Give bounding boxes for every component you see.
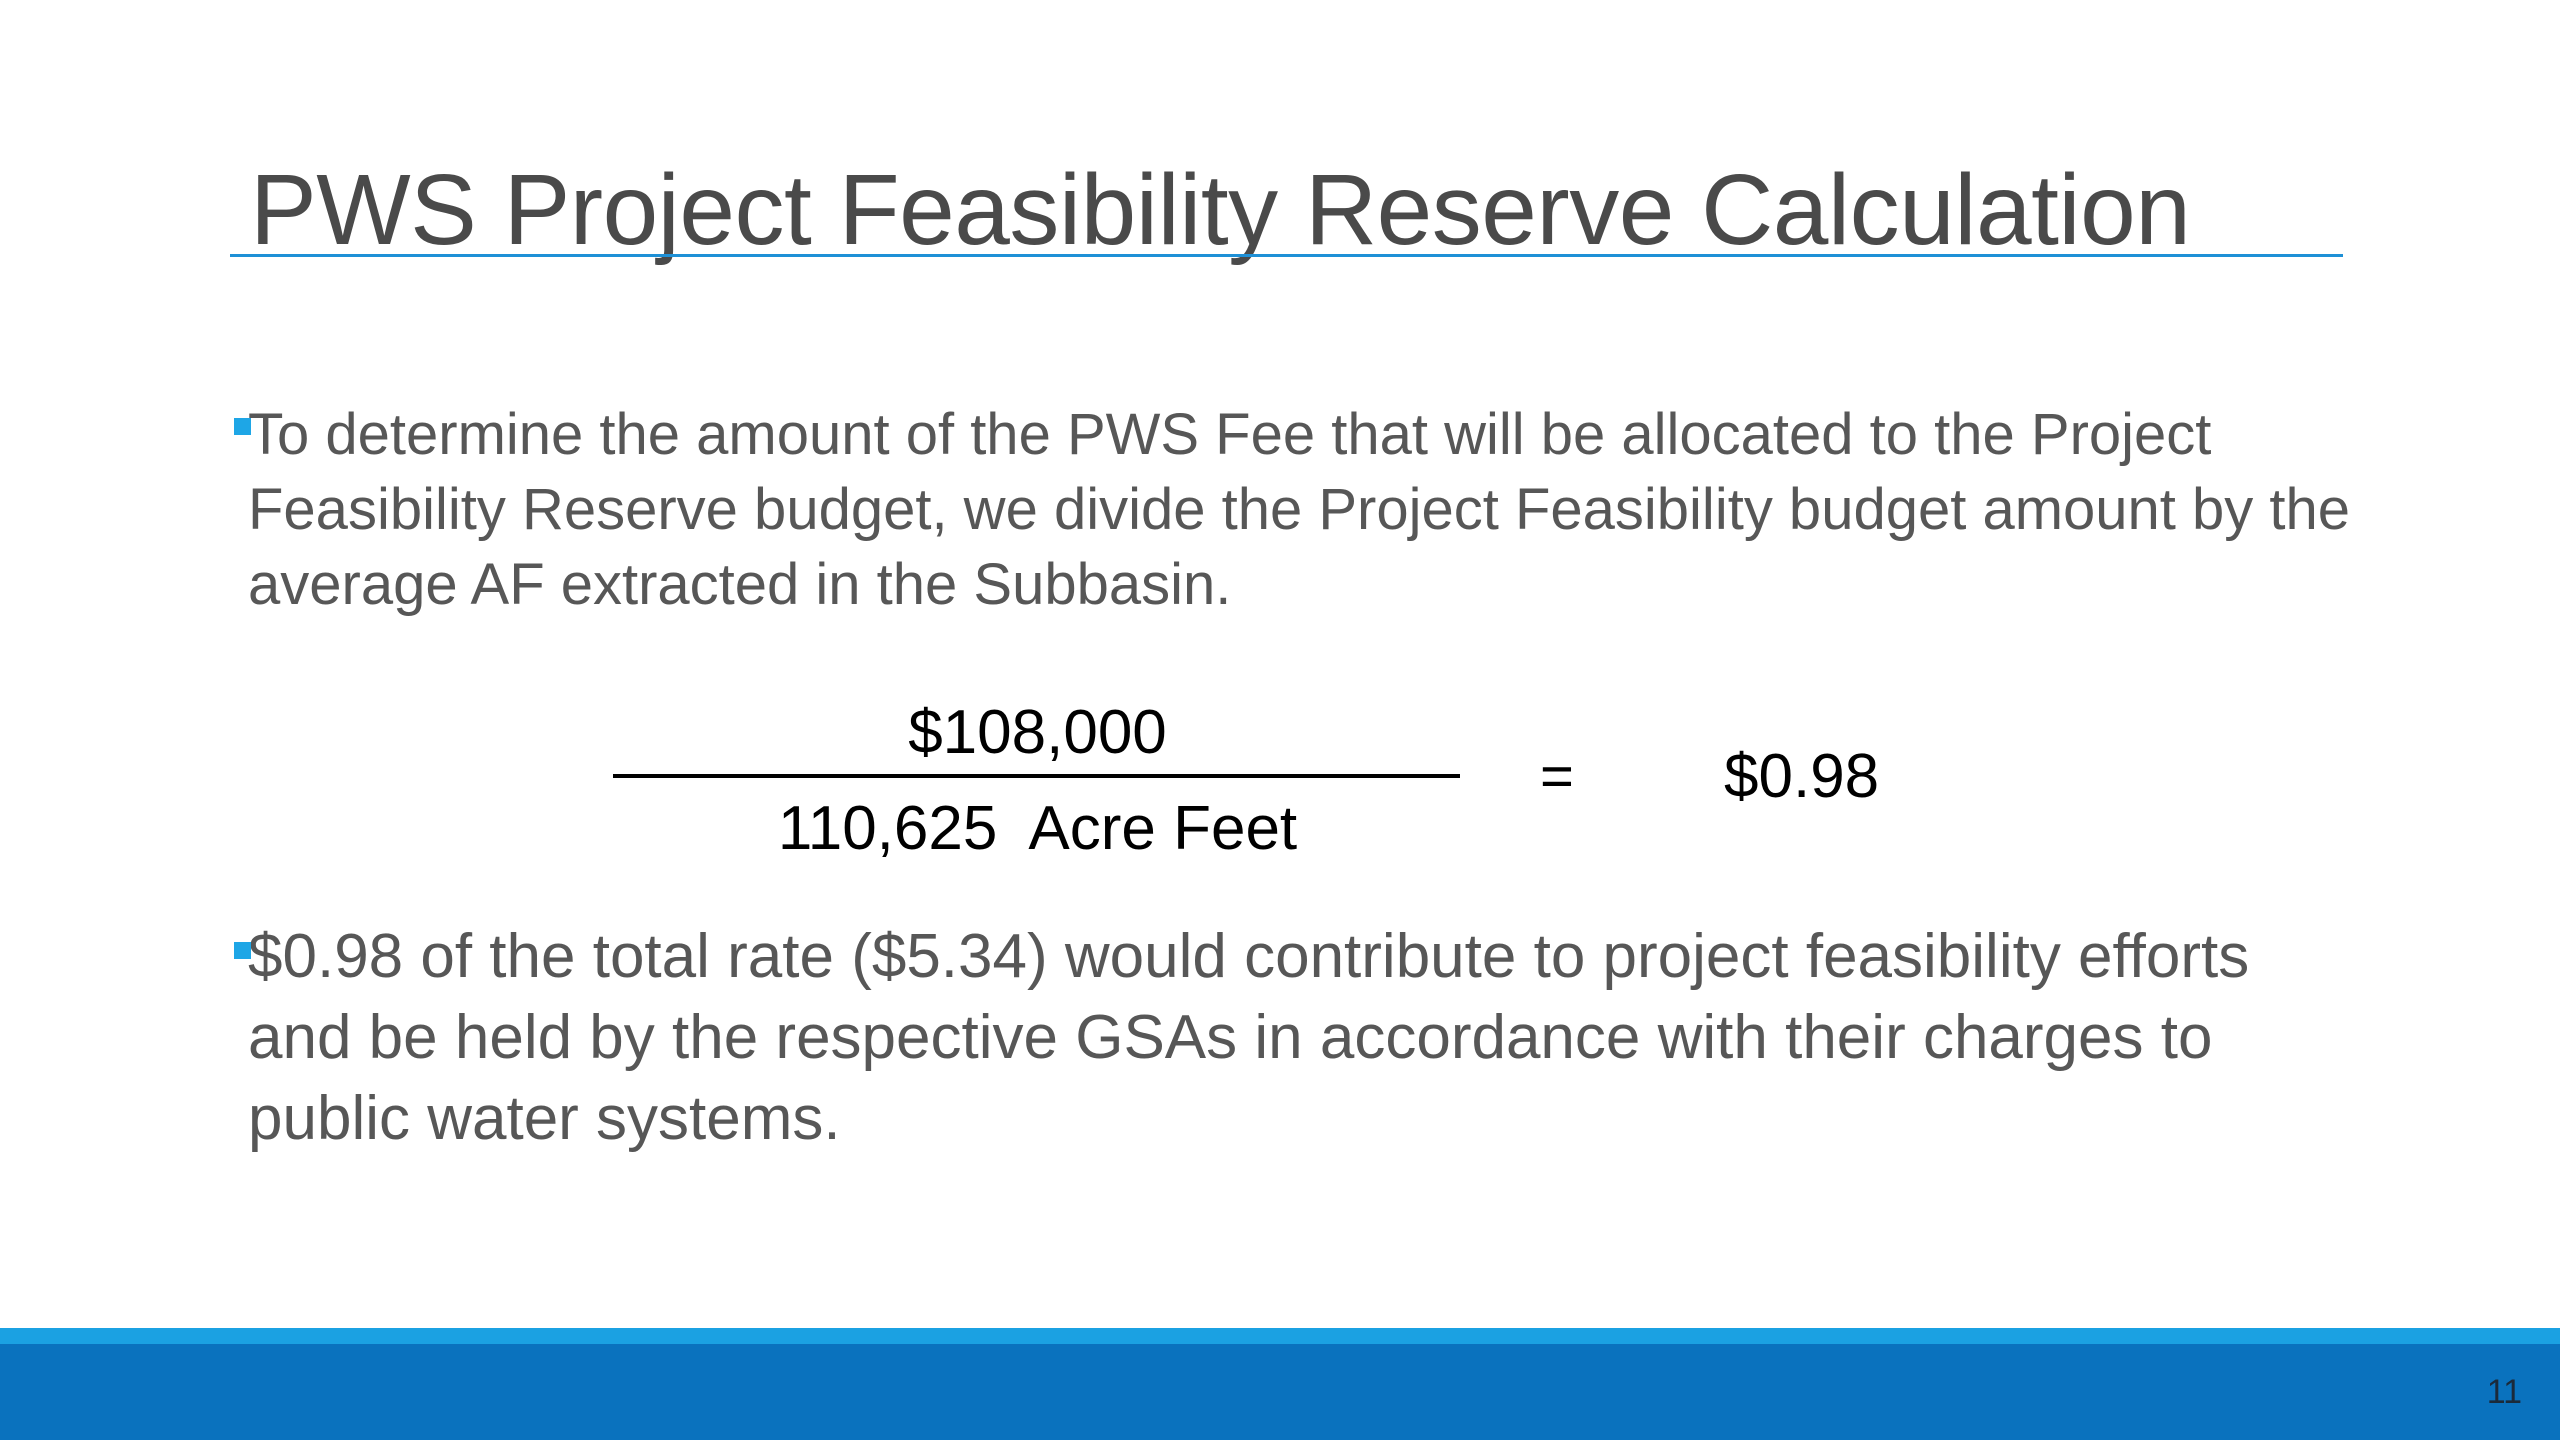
footer-accent-band (0, 1328, 2560, 1344)
square-bullet-icon (234, 418, 251, 435)
slide-title: PWS Project Feasibility Reserve Calculat… (250, 154, 2191, 266)
bullet-text-2: $0.98 of the total rate ($5.34) would co… (248, 922, 2250, 1153)
square-bullet-icon (234, 942, 251, 959)
bullet-item-2: $0.98 of the total rate ($5.34) would co… (234, 916, 2358, 1159)
page-number: 11 (2486, 1373, 2522, 1411)
footer-band (0, 1344, 2560, 1440)
fraction-bar (613, 774, 1460, 778)
bullet-item-1: To determine the amount of the PWS Fee t… (234, 397, 2358, 622)
equation-numerator: $108,000 (908, 698, 1167, 767)
equals-sign: = (1540, 744, 1574, 809)
equation-result: $0.98 (1724, 742, 1880, 811)
equation-denominator: 110,625 Acre Feet (777, 794, 1298, 863)
bullet-text-1: To determine the amount of the PWS Fee t… (248, 402, 2351, 617)
title-underline (230, 254, 2343, 257)
